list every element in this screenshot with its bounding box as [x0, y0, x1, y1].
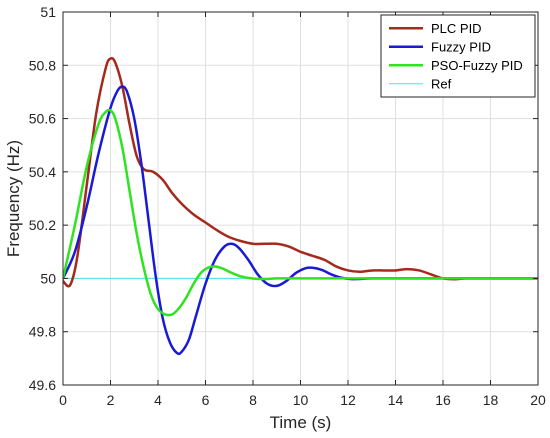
x-tick-label: 6 — [202, 392, 210, 408]
x-axis-label: Time (s) — [270, 413, 332, 432]
x-tick-label: 8 — [249, 392, 257, 408]
legend: PLC PID Fuzzy PID PSO-Fuzzy PID Ref — [380, 14, 536, 98]
y-tick-label: 50 — [40, 270, 56, 286]
x-tick-label: 12 — [340, 392, 356, 408]
y-tick-label: 51 — [40, 4, 56, 20]
series-line-pso-fuzzy-pid — [63, 108, 538, 317]
legend-label: PSO-Fuzzy PID — [431, 58, 523, 73]
x-tick-label: 0 — [59, 392, 67, 408]
legend-label: Ref — [431, 76, 452, 91]
x-tick-label: 14 — [388, 392, 404, 408]
series-layer — [63, 56, 538, 356]
y-tick-label: 50.4 — [29, 164, 56, 180]
y-tick-label: 50.2 — [29, 217, 56, 233]
y-tick-label: 50.8 — [29, 57, 56, 73]
series-line-plc-pid — [63, 56, 538, 288]
legend-label: PLC PID — [431, 21, 482, 36]
axis-ticks: 0 2 4 6 8 10 12 14 16 18 20 49.6 49.8 50 50.2 50.4 50.6 5… — [29, 4, 546, 408]
y-tick-label: 50.6 — [29, 111, 56, 127]
y-tick-label: 49.6 — [29, 377, 56, 393]
x-tick-label: 16 — [435, 392, 451, 408]
x-tick-label: 10 — [293, 392, 309, 408]
x-tick-label: 18 — [483, 392, 499, 408]
x-tick-label: 4 — [154, 392, 162, 408]
x-tick-label: 2 — [107, 392, 115, 408]
y-tick-label: 49.8 — [29, 324, 56, 340]
y-axis-label: Frequency (Hz) — [4, 140, 23, 257]
legend-label: Fuzzy PID — [431, 39, 491, 54]
x-tick-label: 20 — [530, 392, 546, 408]
